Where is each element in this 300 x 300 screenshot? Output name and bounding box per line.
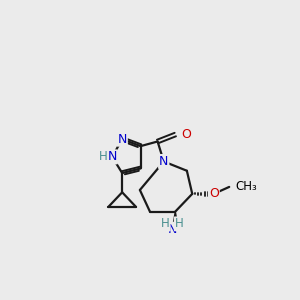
Text: N: N (107, 150, 117, 164)
Text: N: N (118, 133, 127, 146)
Text: H: H (175, 218, 184, 230)
Text: CH₃: CH₃ (236, 180, 257, 194)
Text: H: H (161, 218, 170, 230)
Polygon shape (172, 212, 178, 230)
Text: O: O (209, 187, 219, 200)
Text: N: N (159, 155, 168, 168)
Text: H: H (99, 150, 107, 163)
Text: N: N (167, 223, 177, 236)
Text: O: O (182, 128, 191, 141)
